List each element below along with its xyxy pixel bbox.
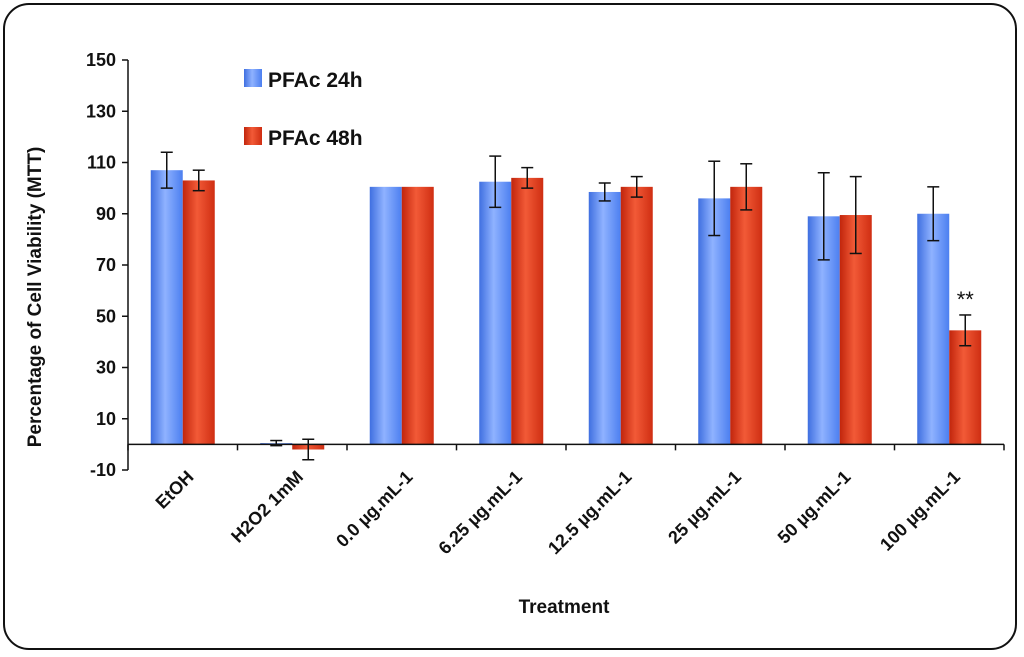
x-tick-label-12-5-g-ml-1: 12.5 µg.mL-1 xyxy=(544,467,636,559)
error-bar-pfac-24h-25-g-ml-1 xyxy=(708,160,721,237)
bar-pfac-24h-0-0-g-ml-1 xyxy=(369,186,402,445)
legend: PFAc 24h PFAc 48h xyxy=(244,69,363,150)
significance-annotation: ** xyxy=(957,287,975,312)
y-tick-label: -10 xyxy=(90,460,116,480)
error-bar-pfac-24h-50-g-ml-1 xyxy=(817,172,830,261)
legend-label-pfac-48h: PFAc 48h xyxy=(268,127,363,150)
error-bar-pfac-48h-100-g-ml-1 xyxy=(959,314,972,347)
error-bar-pfac-24h-etoh xyxy=(160,151,173,189)
y-tick-label: 70 xyxy=(96,255,116,275)
y-tick-label: 90 xyxy=(96,204,116,224)
y-tick-label: 50 xyxy=(96,306,116,326)
legend-swatch-pfac-48h xyxy=(244,127,262,145)
bar-pfac-48h-etoh xyxy=(182,180,215,445)
y-tick-label: 10 xyxy=(96,409,116,429)
bar-pfac-24h-25-g-ml-1 xyxy=(698,198,731,445)
error-bar-pfac-48h-etoh xyxy=(192,169,205,192)
bar-pfac-48h-100-g-ml-1 xyxy=(949,330,982,445)
bar-pfac-24h-etoh xyxy=(150,170,183,445)
y-axis-title: Percentage of Cell Viability (MTT) xyxy=(25,147,46,448)
error-bar-pfac-24h-100-g-ml-1 xyxy=(927,186,940,242)
bar-pfac-24h-6-25-g-ml-1 xyxy=(479,181,512,445)
x-tick-label-6-25-g-ml-1: 6.25 µg.mL-1 xyxy=(435,467,527,559)
bars: ** xyxy=(150,151,982,461)
x-axis-title: Treatment xyxy=(519,597,610,618)
legend-label-pfac-24h: PFAc 24h xyxy=(268,69,363,92)
error-bar-pfac-48h-50-g-ml-1 xyxy=(849,175,862,255)
y-tick-label: 130 xyxy=(86,101,116,121)
y-axis: -10 10 30 50 70 90 110 130 150 xyxy=(86,50,129,480)
x-tick-label-25-g-ml-1: 25 µg.mL-1 xyxy=(664,467,745,548)
bar-pfac-24h-100-g-ml-1 xyxy=(917,213,950,445)
y-tick-label: 110 xyxy=(87,153,116,173)
x-tick-label-0-0-g-ml-1: 0.0 µg.mL-1 xyxy=(332,467,416,551)
x-tick-label-etoh: EtOH xyxy=(152,467,198,513)
bar-pfac-48h-25-g-ml-1 xyxy=(730,186,763,445)
bar-pfac-24h-12-5-g-ml-1 xyxy=(588,191,621,445)
error-bar-pfac-48h-25-g-ml-1 xyxy=(740,163,753,211)
bar-pfac-48h-6-25-g-ml-1 xyxy=(511,177,544,445)
bar-pfac-48h-0-0-g-ml-1 xyxy=(401,186,434,445)
error-bar-pfac-48h-12-5-g-ml-1 xyxy=(630,175,643,198)
x-axis: EtOH H2O2 1mM 0.0 µg.mL-1 6.25 µg.mL-1 12.5 … xyxy=(127,443,1005,559)
legend-item-pfac-48h: PFAc 48h xyxy=(244,127,363,150)
error-bar-pfac-48h-h2o2-1mm xyxy=(302,438,315,461)
y-tick-label: 150 xyxy=(86,50,116,70)
legend-swatch-pfac-24h xyxy=(244,69,262,87)
legend-item-pfac-24h: PFAc 24h xyxy=(244,69,363,92)
error-bar-pfac-48h-6-25-g-ml-1 xyxy=(521,166,534,189)
error-bar-pfac-24h-6-25-g-ml-1 xyxy=(489,155,502,209)
x-tick-label-h2o2-1mm: H2O2 1mM xyxy=(227,467,307,547)
bar-pfac-48h-12-5-g-ml-1 xyxy=(620,186,653,445)
y-tick-label: 30 xyxy=(96,358,116,378)
x-tick-label-100-g-ml-1: 100 µg.mL-1 xyxy=(876,467,964,555)
error-bar-pfac-24h-12-5-g-ml-1 xyxy=(598,182,611,202)
x-tick-label-50-g-ml-1: 50 µg.mL-1 xyxy=(774,467,855,548)
